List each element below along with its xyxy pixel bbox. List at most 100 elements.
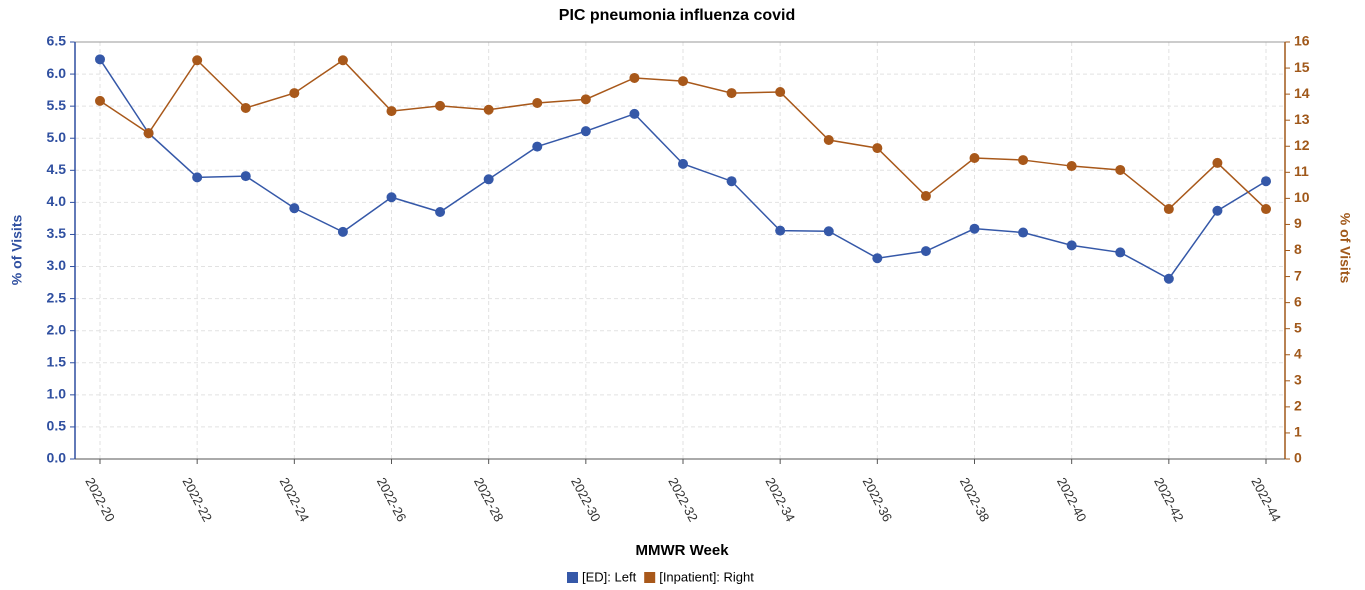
point bbox=[1018, 155, 1029, 166]
point bbox=[1066, 161, 1077, 172]
y2-tick-label: 13 bbox=[1294, 111, 1310, 127]
y2-tick-label: 9 bbox=[1294, 215, 1302, 231]
x-axis-label: MMWR Week bbox=[635, 542, 729, 559]
y2-tick-label: 2 bbox=[1294, 398, 1302, 414]
point bbox=[192, 172, 203, 183]
y2-tick-label: 10 bbox=[1294, 189, 1310, 205]
y-tick-label: 6.0 bbox=[47, 65, 67, 81]
point bbox=[386, 192, 397, 203]
point bbox=[532, 97, 543, 108]
y-tick-label: 0.5 bbox=[47, 418, 67, 434]
point bbox=[678, 158, 688, 169]
point bbox=[337, 55, 348, 66]
point bbox=[969, 152, 980, 163]
y-tick-label: 1.5 bbox=[47, 353, 67, 369]
y-tick-label: 1.0 bbox=[47, 386, 67, 402]
y-tick-label: 0.0 bbox=[47, 450, 67, 466]
point bbox=[435, 207, 446, 218]
y2-tick-label: 11 bbox=[1294, 163, 1309, 179]
point bbox=[1212, 205, 1223, 216]
point bbox=[969, 223, 980, 234]
point bbox=[1115, 247, 1126, 258]
y2-tick-label: 4 bbox=[1294, 345, 1302, 361]
y2-tick-label: 1 bbox=[1294, 424, 1302, 440]
x-tick-label: 2022-34 bbox=[762, 475, 798, 524]
point bbox=[337, 226, 348, 237]
x-tick-label: 2022-38 bbox=[957, 475, 993, 524]
y2-tick-label: 0 bbox=[1294, 450, 1302, 466]
point bbox=[678, 76, 688, 87]
point bbox=[483, 104, 494, 115]
y-tick-label: 6.5 bbox=[47, 33, 67, 49]
x-tick-label: 2022-36 bbox=[860, 475, 896, 524]
point bbox=[240, 171, 251, 182]
legend-label: [Inpatient]: Right bbox=[659, 569, 754, 584]
y2-tick-label: 3 bbox=[1294, 372, 1302, 388]
point bbox=[1115, 164, 1126, 175]
point bbox=[1163, 273, 1174, 284]
x-tick-label: 2022-32 bbox=[665, 475, 701, 524]
point bbox=[1261, 204, 1271, 215]
x-tick-label: 2022-24 bbox=[277, 475, 313, 524]
point bbox=[580, 126, 591, 137]
y2-tick-label: 5 bbox=[1294, 319, 1302, 335]
point bbox=[1212, 157, 1223, 168]
y2-tick-label: 14 bbox=[1294, 85, 1310, 101]
point bbox=[435, 100, 446, 111]
point bbox=[289, 203, 300, 214]
y-axis-label: % of Visits bbox=[9, 215, 25, 286]
y-tick-label: 3.0 bbox=[47, 257, 67, 273]
point bbox=[483, 174, 494, 185]
x-tick-label: 2022-40 bbox=[1054, 475, 1090, 524]
legend-label: [ED]: Left bbox=[582, 569, 637, 584]
point bbox=[823, 226, 834, 237]
y-tick-label: 4.0 bbox=[47, 193, 67, 209]
point bbox=[1163, 204, 1174, 215]
y-tick-label: 4.5 bbox=[47, 161, 67, 177]
legend-swatch bbox=[644, 572, 656, 583]
point bbox=[143, 128, 154, 139]
legend-swatch bbox=[567, 572, 578, 583]
point bbox=[192, 55, 203, 66]
y2-tick-label: 8 bbox=[1294, 241, 1302, 257]
y-tick-label: 5.5 bbox=[47, 97, 67, 113]
point bbox=[872, 253, 883, 264]
point bbox=[920, 246, 931, 257]
y-tick-label: 5.0 bbox=[47, 129, 67, 145]
x-tick-label: 2022-26 bbox=[374, 475, 410, 524]
y-tick-label: 2.0 bbox=[47, 321, 67, 337]
y2-tick-label: 16 bbox=[1294, 33, 1310, 49]
x-tick-label: 2022-28 bbox=[471, 475, 507, 524]
point bbox=[775, 225, 786, 236]
y2-tick-label: 12 bbox=[1294, 137, 1310, 153]
point bbox=[920, 191, 931, 202]
point bbox=[95, 54, 105, 65]
y-tick-label: 3.5 bbox=[47, 225, 67, 241]
point bbox=[1261, 176, 1271, 187]
x-tick-label: 2022-20 bbox=[82, 475, 118, 524]
point bbox=[580, 94, 591, 105]
point bbox=[1066, 240, 1077, 251]
point bbox=[629, 108, 640, 119]
point bbox=[1018, 227, 1029, 238]
point bbox=[775, 87, 786, 98]
y2-tick-label: 15 bbox=[1294, 59, 1310, 75]
y-tick-label: 2.5 bbox=[47, 289, 67, 305]
chart-title: PIC pneumonia influenza covid bbox=[559, 7, 795, 24]
point bbox=[386, 106, 397, 117]
point bbox=[95, 95, 105, 106]
point bbox=[823, 134, 834, 145]
x-tick-label: 2022-44 bbox=[1248, 475, 1284, 524]
point bbox=[240, 102, 251, 113]
point bbox=[532, 141, 543, 152]
x-tick-label: 2022-42 bbox=[1151, 475, 1187, 524]
point bbox=[726, 176, 737, 187]
y2-tick-label: 7 bbox=[1294, 267, 1302, 283]
x-tick-label: 2022-22 bbox=[179, 475, 215, 524]
point bbox=[629, 72, 640, 83]
point bbox=[289, 88, 300, 99]
point bbox=[726, 88, 737, 99]
x-tick-label: 2022-30 bbox=[568, 475, 604, 524]
y2-tick-label: 6 bbox=[1294, 293, 1302, 309]
